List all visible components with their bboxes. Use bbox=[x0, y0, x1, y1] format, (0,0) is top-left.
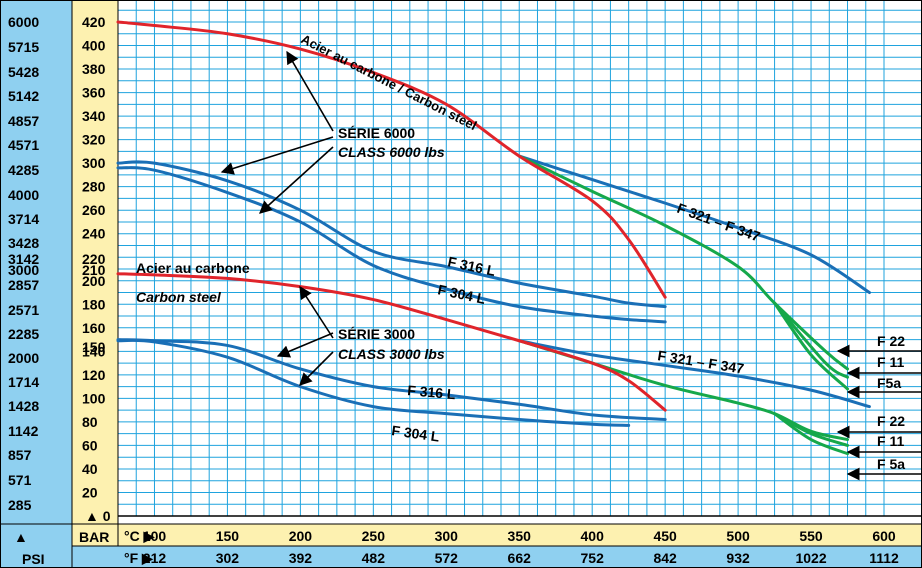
psi-tick-label: 857 bbox=[8, 447, 32, 463]
bar-tick-label: 180 bbox=[82, 296, 106, 312]
celsius-tick-label: 350 bbox=[508, 528, 532, 544]
psi-tick-label: 3428 bbox=[8, 235, 39, 251]
bar-tick-label: 200 bbox=[82, 273, 106, 289]
bar-tick-label: 260 bbox=[82, 202, 106, 218]
psi-up-arrow: ▲ bbox=[14, 529, 28, 545]
bar-tick-label: 80 bbox=[82, 414, 98, 430]
psi-tick-label: 4285 bbox=[8, 162, 39, 178]
bar-tick-label: 420 bbox=[82, 14, 106, 30]
psi-tick-label: 5428 bbox=[8, 64, 39, 80]
celsius-tick-label: 600 bbox=[872, 528, 896, 544]
bar-tick-label: 240 bbox=[82, 226, 106, 242]
f5a-6000-label: F5a bbox=[877, 375, 901, 391]
bar-tick-label: 280 bbox=[82, 179, 106, 195]
bar-tick-label: 320 bbox=[82, 132, 106, 148]
psi-tick-label: 285 bbox=[8, 497, 32, 513]
serie-6000-label: SÉRIE 6000 bbox=[338, 125, 415, 141]
bar-axis-label: BAR bbox=[79, 529, 109, 545]
psi-tick-label: 5715 bbox=[8, 39, 39, 55]
bar-tick-label: 120 bbox=[82, 367, 106, 383]
psi-tick-label: 2285 bbox=[8, 326, 39, 342]
fahrenheit-axis-label: °F ▶ bbox=[124, 550, 154, 566]
class-3000-label: CLASS 3000 lbs bbox=[338, 346, 445, 362]
bar-tick-label: 160 bbox=[82, 320, 106, 336]
fahrenheit-tick-label: 1112 bbox=[869, 550, 899, 566]
psi-tick-label: 5142 bbox=[8, 88, 39, 104]
celsius-axis-label: °C ▶ bbox=[124, 528, 156, 544]
psi-tick-label: 6000 bbox=[8, 14, 39, 30]
celsius-tick-label: 300 bbox=[435, 528, 459, 544]
psi-tick-label: 1714 bbox=[8, 374, 39, 390]
bar-tick-label: 360 bbox=[82, 85, 106, 101]
psi-tick-label: 571 bbox=[8, 472, 32, 488]
celsius-tick-label: 450 bbox=[653, 528, 677, 544]
celsius-tick-label: 200 bbox=[289, 528, 313, 544]
fahrenheit-tick-label: 482 bbox=[362, 550, 386, 566]
bar-tick-label: 100 bbox=[82, 390, 106, 406]
psi-tick-label: 2571 bbox=[8, 302, 39, 318]
psi-tick-label: 3000 bbox=[8, 262, 39, 278]
fahrenheit-tick-label: 572 bbox=[435, 550, 459, 566]
class-6000-label: CLASS 6000 lbs bbox=[338, 144, 445, 160]
carbon-steel-3000-label-fr: Acier au carbone bbox=[136, 260, 250, 276]
bar-tick-label: 400 bbox=[82, 38, 106, 54]
psi-tick-label: 4000 bbox=[8, 187, 39, 203]
f11-3000-label: F 11 bbox=[877, 433, 904, 449]
fahrenheit-tick-label: 302 bbox=[216, 550, 240, 566]
fahrenheit-tick-label: 842 bbox=[653, 550, 677, 566]
f22-6000-label: F 22 bbox=[877, 333, 905, 349]
bar-zero-marker: ▲ 0 bbox=[85, 508, 111, 524]
fahrenheit-tick-label: 752 bbox=[581, 550, 605, 566]
bar-tick-label: 20 bbox=[82, 484, 98, 500]
bar-tick-label: 40 bbox=[82, 461, 98, 477]
psi-tick-label: 4857 bbox=[8, 113, 39, 129]
fahrenheit-tick-label: 932 bbox=[726, 550, 750, 566]
f5a-3000-label: F 5a bbox=[877, 456, 905, 472]
carbon-steel-3000-label-en: Carbon steel bbox=[136, 289, 222, 305]
celsius-tick-label: 500 bbox=[726, 528, 750, 544]
psi-tick-label: 2000 bbox=[8, 350, 39, 366]
f22-3000-label: F 22 bbox=[877, 413, 905, 429]
psi-tick-label: 1428 bbox=[8, 398, 39, 414]
bar-tick-label: 60 bbox=[82, 437, 98, 453]
celsius-tick-label: 250 bbox=[362, 528, 386, 544]
psi-tick-label: 3714 bbox=[8, 211, 39, 227]
serie-3000-label: SÉRIE 3000 bbox=[338, 326, 415, 342]
fahrenheit-tick-label: 392 bbox=[289, 550, 313, 566]
celsius-tick-label: 400 bbox=[581, 528, 605, 544]
celsius-tick-label: 550 bbox=[799, 528, 823, 544]
fahrenheit-tick-label: 1022 bbox=[795, 550, 826, 566]
psi-tick-label: 1142 bbox=[8, 423, 39, 439]
bar-tick-label: 340 bbox=[82, 108, 106, 124]
psi-tick-label: 4571 bbox=[8, 137, 39, 153]
psi-tick-label: 2857 bbox=[8, 277, 39, 293]
bar-tick-label: 380 bbox=[82, 61, 106, 77]
celsius-tick-label: 150 bbox=[216, 528, 240, 544]
f11-6000-label: F 11 bbox=[877, 354, 904, 370]
psi-axis-label: PSI bbox=[22, 551, 45, 567]
bar-tick-label: 300 bbox=[82, 155, 106, 171]
bar-tick-label: 140 bbox=[82, 343, 106, 359]
fahrenheit-tick-label: 662 bbox=[508, 550, 532, 566]
